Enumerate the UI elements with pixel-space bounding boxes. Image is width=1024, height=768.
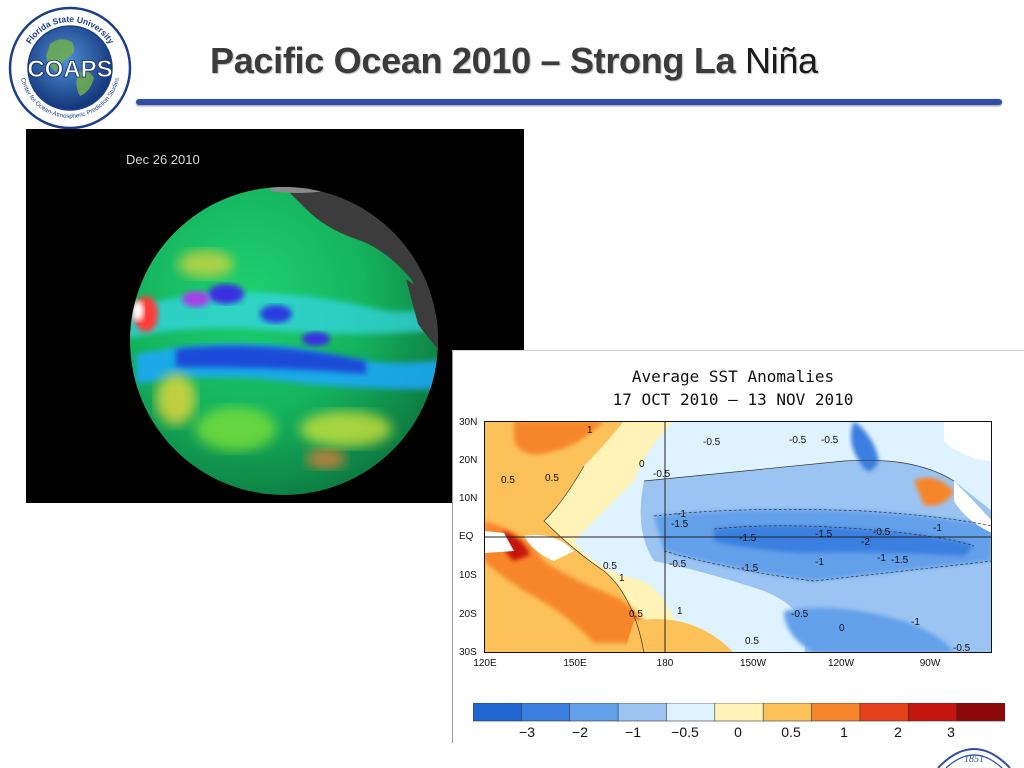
- contour-label: -0.5: [791, 609, 809, 620]
- coaps-logo: COAPS Florida State University Center fo…: [8, 6, 132, 130]
- contour-label: 1: [587, 425, 593, 436]
- colorbar-swatch: [714, 703, 764, 722]
- colorbar-tick-label: 0: [734, 724, 742, 740]
- sst-anomaly-map: Average SST Anomalies 17 OCT 2010 – 13 N…: [452, 350, 1024, 743]
- colorbar-swatch: [907, 703, 958, 722]
- contour-label: 0.5: [603, 561, 617, 572]
- contour-label: -1: [815, 557, 824, 568]
- contour-label: 0.5: [629, 609, 643, 620]
- contour-label: 1: [677, 606, 683, 617]
- colorbar-tick-label: 0.5: [781, 724, 801, 740]
- logo-center-text: COAPS: [27, 56, 112, 83]
- contour-label: -0.5: [873, 527, 891, 538]
- colorbar-swatch: [956, 703, 1005, 722]
- globe-graphic: Dec 26 2010: [126, 152, 438, 495]
- sst-map-date-range: 17 OCT 2010 – 13 NOV 2010: [612, 390, 854, 409]
- colorbar-swatch: [859, 703, 909, 722]
- contour-label: 1: [619, 573, 625, 584]
- colorbar-swatch: [473, 703, 522, 722]
- contour-label: -1: [911, 617, 920, 628]
- colorbar-tick-label: 1: [840, 724, 848, 740]
- colorbar-swatch: [617, 703, 668, 722]
- contour-label: -0.5: [653, 469, 671, 480]
- contour-label: -1: [877, 553, 886, 564]
- colorbar-swatch: [521, 703, 571, 722]
- slide-title: Pacific Ocean 2010 – Strong La Niña: [210, 40, 818, 82]
- lon-label-90w: 90W: [919, 658, 941, 669]
- contour-label: -0.5: [669, 559, 687, 570]
- colorbar-swatch: [666, 703, 716, 722]
- university-seal-fragment: 1851: [937, 748, 1011, 768]
- contour-label: 0.5: [745, 636, 759, 647]
- colorbar-tick-label: 2: [894, 724, 902, 740]
- contour-label: 0: [639, 459, 645, 470]
- contour-label: -1.5: [671, 519, 689, 530]
- colorbar-tick-label: −1: [625, 724, 641, 740]
- globe-date-label: Dec 26 2010: [126, 152, 200, 167]
- contour-label: -0.5: [953, 643, 971, 654]
- lon-label-180: 180: [656, 658, 674, 669]
- contour-label: -1.5: [815, 529, 833, 540]
- colorbar-tick-label: −0.5: [671, 724, 699, 740]
- slide-title-main: Pacific Ocean 2010 – Strong La: [210, 40, 745, 81]
- lon-label-150e: 150E: [563, 658, 587, 669]
- lat-label-20s: 20S: [459, 609, 477, 620]
- lon-label-120w: 120W: [827, 658, 855, 669]
- lon-label-150w: 150W: [739, 658, 767, 669]
- title-underline-rule: [136, 99, 1002, 105]
- colorbar-tick-label: −2: [572, 724, 588, 740]
- lat-label-30s: 30S: [459, 647, 477, 658]
- colorbar-tick-label: 3: [947, 724, 955, 740]
- colorbar-swatch: [569, 703, 619, 722]
- lat-label-10s: 10S: [459, 570, 477, 581]
- lon-label-120e: 120E: [473, 658, 497, 669]
- sst-colorbar: [473, 703, 1005, 722]
- contour-label: 0: [839, 623, 845, 634]
- contour-label: -0.5: [821, 435, 839, 446]
- sst-map-title: Average SST Anomalies: [631, 367, 835, 386]
- contour-label: 0.5: [501, 475, 515, 486]
- colorbar-swatch: [762, 703, 813, 722]
- contour-label: -1.5: [739, 533, 757, 544]
- contour-label: -1.5: [741, 563, 759, 574]
- sst-field-graphic: [484, 421, 992, 653]
- lat-label-10n: 10N: [459, 493, 478, 504]
- seal-year: 1851: [964, 754, 984, 765]
- lat-label-20n: 20N: [459, 455, 478, 466]
- contour-label: -1.5: [891, 555, 909, 566]
- slide-title-accent: Niña: [744, 40, 818, 81]
- lat-label-30n: 30N: [459, 417, 478, 428]
- colorbar-tick-label: −3: [519, 724, 535, 740]
- lat-label-eq: EQ: [459, 531, 474, 542]
- contour-label: -0.5: [789, 435, 807, 446]
- contour-label: -1: [677, 509, 686, 520]
- contour-label: -0.5: [703, 437, 721, 448]
- colorbar-swatch: [811, 703, 861, 722]
- contour-label: -2: [861, 537, 870, 548]
- contour-label: 0.5: [545, 473, 559, 484]
- globe-sea-level-image: Dec 26 2010: [26, 129, 524, 503]
- contour-label: -1: [933, 523, 942, 534]
